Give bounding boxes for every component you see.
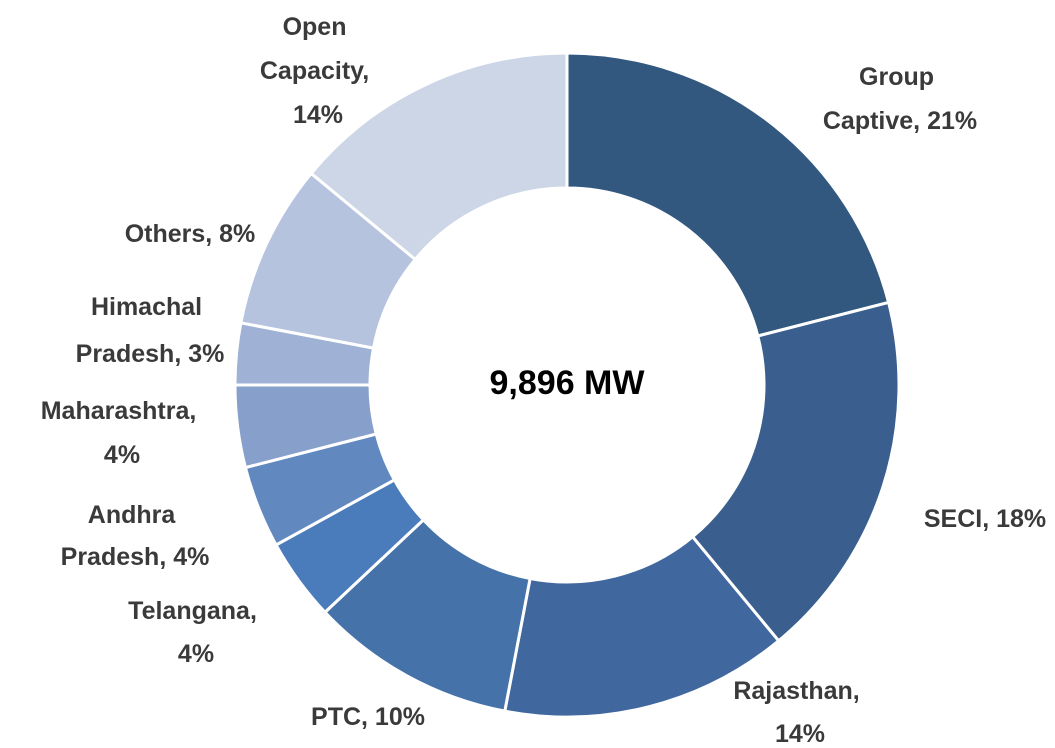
donut-slice — [565, 51, 891, 338]
slice-label: Open Capacity, 14% — [260, 13, 376, 129]
slice-label: Himachal Pradesh, 3% — [76, 293, 225, 368]
slice-label: Telangana, 4% — [128, 597, 264, 668]
slice-label: Andhra Pradesh, 4% — [61, 501, 210, 571]
slice-label: Rajasthan, 14% — [733, 677, 866, 748]
center-label: 9,896 MW — [490, 364, 646, 402]
slice-label: Maharashtra, 4% — [41, 397, 204, 469]
slice-label: Group Captive, 21% — [823, 63, 977, 135]
donut-slice — [503, 534, 781, 719]
slice-label: PTC, 10% — [311, 703, 425, 731]
slice-label: Others, 8% — [125, 220, 256, 248]
slice-label: SECI, 18% — [924, 505, 1046, 533]
donut-slice — [309, 51, 569, 262]
donut-slice — [690, 300, 901, 643]
